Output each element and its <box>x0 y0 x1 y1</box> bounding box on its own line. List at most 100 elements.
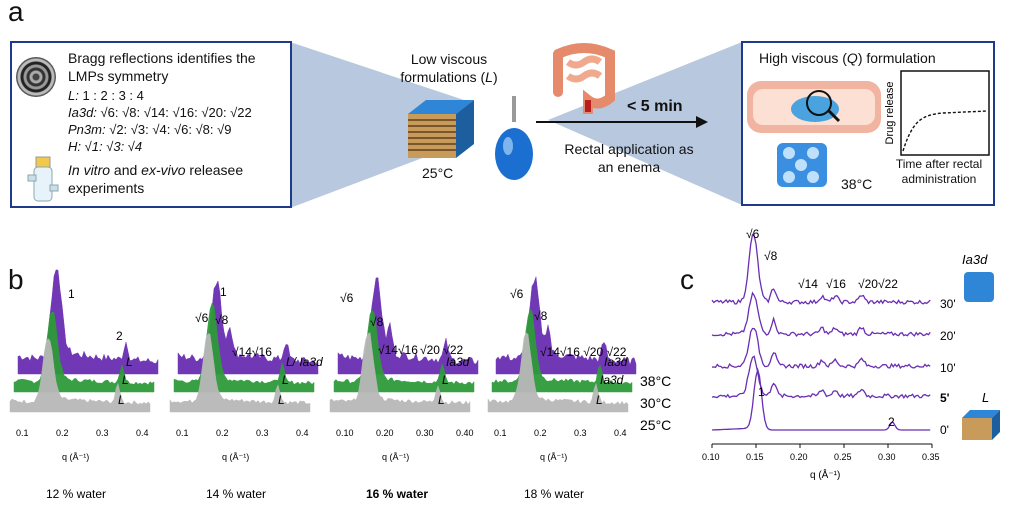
temp-label-3: 25°C <box>640 417 671 433</box>
franz-cell-icon <box>27 156 59 202</box>
release-line1: In vitro and ex-vivo releasee <box>68 162 244 178</box>
enema-bulb-icon <box>495 96 533 180</box>
c-peak-label-6: √22 <box>878 277 898 291</box>
time-arrow <box>536 116 708 128</box>
x-tick-3: 0.3 <box>574 428 587 438</box>
trace-25c <box>9 338 151 413</box>
trace-38c <box>17 269 159 375</box>
temp-label-1: 38°C <box>640 373 671 389</box>
temp-label-2: 30°C <box>640 395 671 411</box>
trace-30' <box>711 233 931 305</box>
x-tick-2: 0.2 <box>216 428 229 438</box>
time-label-1: 30' <box>940 297 956 311</box>
peak-label-1: 1 <box>220 285 227 299</box>
peak-label-4: √20 √22 <box>420 343 464 357</box>
x-axis-label: q (Å⁻¹) <box>62 452 89 462</box>
water-caption: 14 % water <box>206 487 266 501</box>
x-tick-2: 0.2 <box>56 428 69 438</box>
water-caption: 12 % water <box>46 487 106 501</box>
lamellar-mini-top <box>962 410 1000 418</box>
peak-label-2: √6 <box>195 311 209 325</box>
x-tick-4: 0.40 <box>456 428 474 438</box>
panel-c-plot: 30' 20' 10' 5' 0' √6 √8 √14 √16 √20 √22 1 2 0.10 0.15 0… <box>702 227 1000 481</box>
x-tick-4: 0.4 <box>614 428 627 438</box>
time-label: < 5 min <box>627 98 683 115</box>
time-label-5: 0' <box>940 423 949 437</box>
x-tick-1: 0.1 <box>16 428 29 438</box>
c-x-tick-3: 0.20 <box>790 452 808 462</box>
c-x-tick-6: 0.35 <box>922 452 940 462</box>
time-label-3: 10' <box>940 361 956 375</box>
lamellar-mini-icon <box>962 418 992 440</box>
c-peak-label-3: √14 <box>798 277 818 291</box>
trace-25c <box>487 332 629 413</box>
x-tick-4: 0.4 <box>296 428 309 438</box>
x-axis-label: q (Å⁻¹) <box>382 452 409 462</box>
peak-label-3: √14√16 <box>378 343 418 357</box>
c-phase-top: Ia3d <box>962 252 988 267</box>
time-label-2: 20' <box>940 329 956 343</box>
x-tick-2: 0.20 <box>376 428 394 438</box>
cubic-phase-icon <box>777 143 827 187</box>
release-line2: experiments <box>68 180 145 196</box>
peak-label-4: √14√16 <box>232 345 272 359</box>
trace-10' <box>711 327 931 370</box>
phase-label-trace-30c: L <box>442 373 449 387</box>
saxs-pattern-icon <box>16 57 56 97</box>
c-x-tick-1: 0.10 <box>702 452 720 462</box>
trace-5' <box>711 355 931 400</box>
c-peak-label-2: √8 <box>764 249 778 263</box>
phase-label-trace-30c: Ia3d <box>600 373 624 387</box>
peak-label-1: √6 <box>510 287 524 301</box>
waterfall-subplot-4: Ia3d Ia3d L √6 √8 √14√16 √20 √22 0.1 0.2 0.3 0.4 q… <box>487 276 637 501</box>
peak-label-3: √14√16 √20 √22 <box>540 345 627 359</box>
c-peak-label-1: √6 <box>746 227 760 241</box>
trace-25c <box>329 332 471 413</box>
panel-b-label: b <box>8 264 24 295</box>
x-axis-label: q (Å⁻¹) <box>222 452 249 462</box>
high-viscous-title: High viscous (Q) formulation <box>759 50 936 66</box>
panel-c-label: c <box>680 264 694 295</box>
bragg-line2: LMPs symmetry <box>68 68 169 84</box>
x-axis-label: q (Å⁻¹) <box>540 452 567 462</box>
c-x-axis-label: q (Å⁻¹) <box>810 468 840 481</box>
waterfall-subplot-2: L/ Ia3d LL 1 √6 √8 √14√16 0.1 0.2 0.3 0.4 q (Å⁻¹) 1… <box>169 280 323 501</box>
lamellar-block-icon <box>408 100 474 158</box>
c-x-tick-4: 0.25 <box>834 452 852 462</box>
phase-label-trace-25c: L <box>438 393 445 407</box>
ratio-Ia3d: Ia3d: √6: √8: √14: √16: √20: √22 <box>68 105 252 120</box>
peak-label-2: √8 <box>370 315 384 329</box>
c-peak-label-7: 1 <box>758 385 765 399</box>
phase-label-trace-25c: L <box>118 393 125 407</box>
trace-0' <box>711 367 931 431</box>
release-x-axis-label: Time after rectal administration <box>895 157 983 186</box>
bragg-info-box: Bragg reflections identifies the LMPs sy… <box>10 41 292 208</box>
release-curve-plot: Drug release <box>884 70 990 156</box>
phase-label-trace-38c: Ia3d <box>446 355 470 369</box>
peak-label-1: 1 <box>68 287 75 301</box>
phase-label-trace-38c: L <box>126 355 133 369</box>
phase-label-trace-30c: L <box>282 373 289 387</box>
x-tick-3: 0.3 <box>96 428 109 438</box>
phase-label-trace-30c: L <box>122 373 129 387</box>
high-viscous-box: High viscous (Q) formulation 38°C Drug r… <box>741 41 995 206</box>
peak-label-3: √8 <box>215 313 229 327</box>
c-x-tick-5: 0.30 <box>878 452 896 462</box>
phase-label-trace-25c: L <box>596 393 603 407</box>
time-label-4: 5' <box>940 391 950 405</box>
x-tick-4: 0.4 <box>136 428 149 438</box>
temp-25-label: 25°C <box>422 165 454 181</box>
panel-a-label: a <box>8 0 24 27</box>
phase-label-trace-25c: L <box>278 393 285 407</box>
peak-label-2: √8 <box>534 309 548 323</box>
ratio-H: H: √1: √3: √4 <box>68 139 143 154</box>
x-tick-1: 0.1 <box>176 428 189 438</box>
rectal-application-label: Rectal application as an enema <box>564 141 694 175</box>
peak-label-1: √6 <box>340 291 354 305</box>
bragg-line1: Bragg reflections identifies the <box>68 50 256 66</box>
c-peak-label-8: 2 <box>888 415 895 429</box>
waterfall-subplot-3: Ia3d LL √6 √8 √14√16 √20 √22 0.10 0.20 0.30 0.40 q… <box>329 277 479 501</box>
x-tick-1: 0.10 <box>336 428 354 438</box>
ratio-L: L: 1 : 2 : 3 : 4 <box>68 88 144 103</box>
c-x-tick-2: 0.15 <box>746 452 764 462</box>
